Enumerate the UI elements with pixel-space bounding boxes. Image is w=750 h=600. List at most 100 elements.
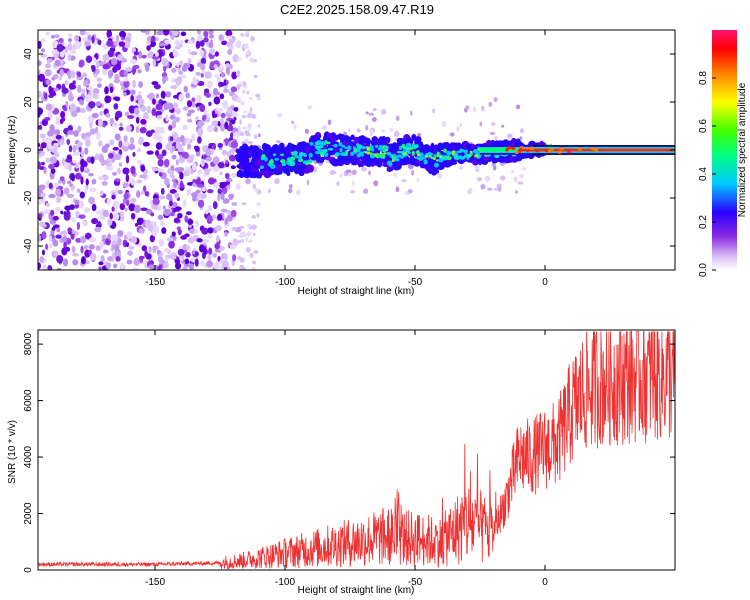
spectral-cell [38, 221, 46, 227]
spectral-cell [304, 146, 309, 154]
spectral-cell [164, 177, 170, 186]
spectral-cell [129, 59, 137, 65]
spectral-cell [241, 114, 247, 119]
spectral-cell [186, 100, 193, 108]
spectral-cell [140, 190, 145, 195]
spectral-cell [205, 148, 211, 157]
spectral-cell [54, 52, 59, 59]
spectral-cell [229, 244, 236, 250]
spectral-cell [72, 144, 77, 153]
spectral-cell [237, 240, 242, 244]
spectral-cell [567, 150, 572, 154]
spectral-cell [353, 136, 359, 145]
spectral-cell [222, 198, 230, 204]
spectral-cell [150, 212, 155, 217]
spectral-cell [194, 258, 199, 267]
spectral-cell [241, 162, 250, 170]
spectral-cell [327, 147, 334, 151]
spectral-cell [109, 86, 114, 94]
spectral-cell [97, 39, 102, 46]
spectral-cell [205, 209, 209, 215]
spectral-cell [159, 259, 163, 265]
spectral-cell [223, 88, 229, 93]
spectral-cell [368, 112, 375, 116]
spectral-cell [249, 114, 256, 119]
spectral-cell [132, 64, 140, 70]
spectral-cell [170, 252, 177, 260]
spectral-cell [213, 262, 220, 270]
spectral-cell [58, 76, 62, 81]
spectral-cell [385, 148, 389, 152]
spectral-cell [75, 237, 82, 243]
spectral-cell [491, 163, 497, 167]
spectral-cell [498, 186, 502, 192]
spectral-cell [550, 147, 555, 152]
spectral-cell [239, 119, 242, 125]
spectral-cell [155, 93, 160, 99]
spectral-cell [163, 260, 169, 269]
spectral-cell [179, 172, 184, 180]
spectral-cell [307, 164, 314, 173]
spectral-cell [248, 239, 253, 243]
spectral-cell [95, 131, 101, 140]
spectral-cell [321, 125, 328, 131]
spectral-cell [140, 165, 146, 172]
spectral-cell [544, 148, 549, 153]
spectral-cell [182, 124, 189, 131]
spectral-cell [290, 166, 295, 172]
spectral-cell [242, 33, 247, 37]
spectral-cell [254, 188, 259, 194]
spectral-cell [240, 257, 245, 263]
spectral-cell [252, 183, 257, 190]
spectral-cell [79, 30, 86, 36]
spectral-cell [165, 91, 172, 98]
spectral-cell [370, 128, 373, 134]
spectral-cell [44, 69, 52, 77]
spectral-cell [144, 191, 149, 197]
spectral-cell [82, 220, 88, 226]
spectral-cell [56, 206, 61, 214]
spectral-cell [104, 175, 109, 181]
spectral-cell [119, 122, 123, 127]
spectral-cell [59, 118, 64, 124]
spectral-cell [180, 134, 185, 143]
spectral-cell [425, 155, 429, 158]
spectral-cell [114, 153, 122, 161]
spectral-cell [115, 34, 120, 43]
spectral-cell [226, 214, 233, 222]
spectral-cell [109, 117, 115, 125]
spectral-cell [208, 34, 215, 39]
spectral-cell [178, 157, 186, 163]
spectral-cell [124, 75, 128, 82]
spectral-cell [183, 85, 188, 93]
spectral-cell [152, 59, 157, 68]
spectral-cell [230, 165, 236, 170]
spectral-cell [239, 264, 245, 270]
spectral-cell [195, 179, 201, 185]
spectral-cell [145, 40, 151, 46]
snr-series-line [38, 330, 675, 570]
spectral-cell [117, 167, 121, 175]
spectral-cell [214, 225, 222, 232]
spectral-cell [475, 155, 479, 158]
spectral-cell [436, 154, 440, 158]
spectral-cell [89, 187, 97, 193]
spectral-cell [283, 146, 289, 155]
spectral-cell [168, 240, 175, 249]
spectral-cell [212, 182, 221, 188]
spectral-cell [205, 92, 211, 99]
spectral-cell [489, 131, 496, 136]
spectral-cell [200, 57, 207, 65]
spectral-cell [83, 80, 89, 87]
spectral-cell [85, 178, 89, 186]
spectral-cell [433, 154, 437, 159]
spectral-cell [55, 234, 62, 239]
spectral-cell [311, 135, 319, 143]
spectral-cell [98, 215, 106, 221]
spectral-cell [251, 224, 257, 230]
spectral-cell [72, 159, 77, 164]
spectral-cell [254, 161, 263, 167]
spectral-cell [347, 145, 351, 151]
spectral-cell [199, 193, 207, 199]
spectral-cell [374, 144, 379, 149]
